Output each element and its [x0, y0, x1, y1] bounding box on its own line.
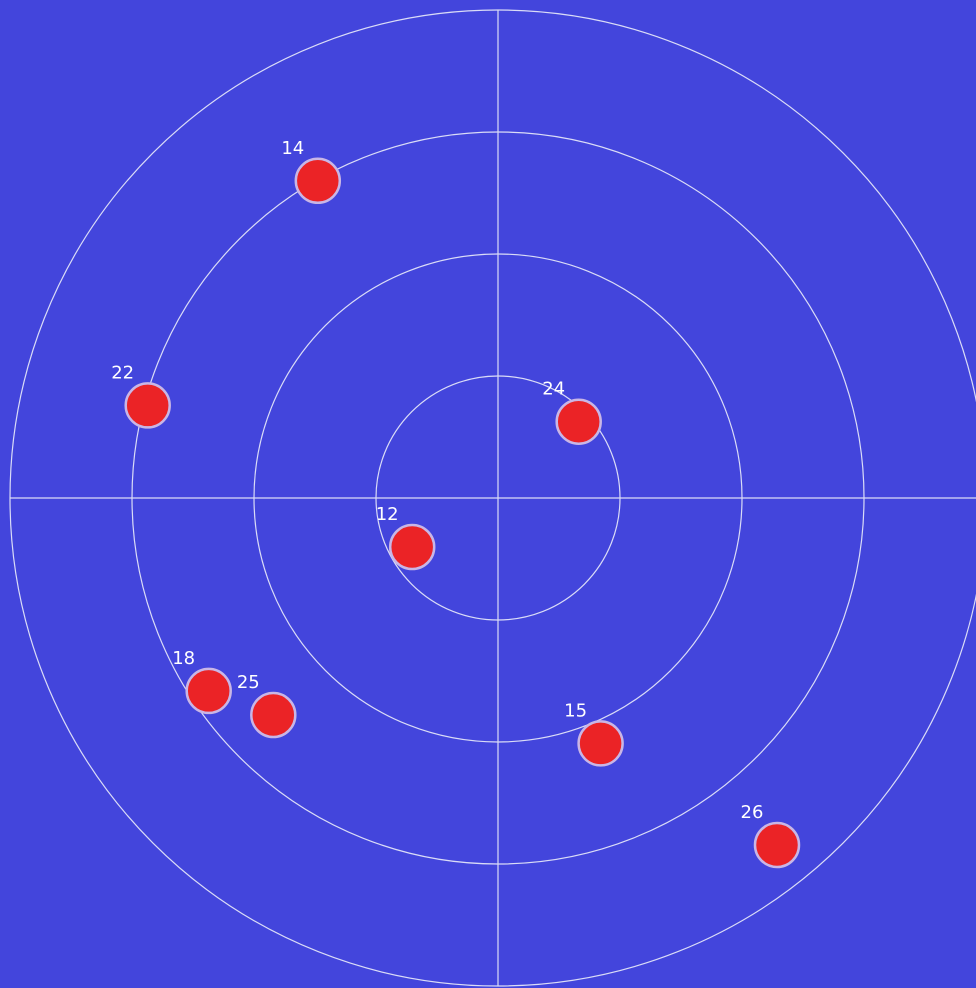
point-label: 18 [172, 648, 195, 669]
data-point-12[interactable]: 12 [376, 504, 436, 571]
point-marker[interactable] [555, 398, 602, 445]
point-marker[interactable] [124, 382, 171, 429]
point-label: 22 [111, 362, 134, 383]
data-point-25[interactable]: 25 [237, 672, 297, 739]
data-points: 14 22 24 12 18 25 15 26 [111, 138, 801, 869]
point-label: 25 [237, 672, 260, 693]
data-point-22[interactable]: 22 [111, 362, 171, 429]
data-point-14[interactable]: 14 [281, 138, 342, 205]
point-marker[interactable] [185, 667, 232, 715]
point-label: 26 [741, 802, 764, 823]
point-marker[interactable] [388, 523, 436, 571]
point-marker[interactable] [753, 821, 801, 869]
point-marker[interactable] [250, 691, 297, 739]
point-marker[interactable] [294, 157, 342, 205]
data-point-24[interactable]: 24 [542, 379, 602, 445]
data-point-18[interactable]: 18 [172, 648, 232, 715]
point-label: 15 [564, 700, 587, 721]
data-point-15[interactable]: 15 [564, 700, 624, 767]
radar-grid [9, 9, 976, 987]
point-label: 24 [542, 379, 565, 400]
point-label: 14 [281, 138, 304, 159]
data-point-26[interactable]: 26 [741, 802, 801, 869]
point-label: 12 [376, 504, 399, 525]
point-marker[interactable] [577, 720, 624, 767]
